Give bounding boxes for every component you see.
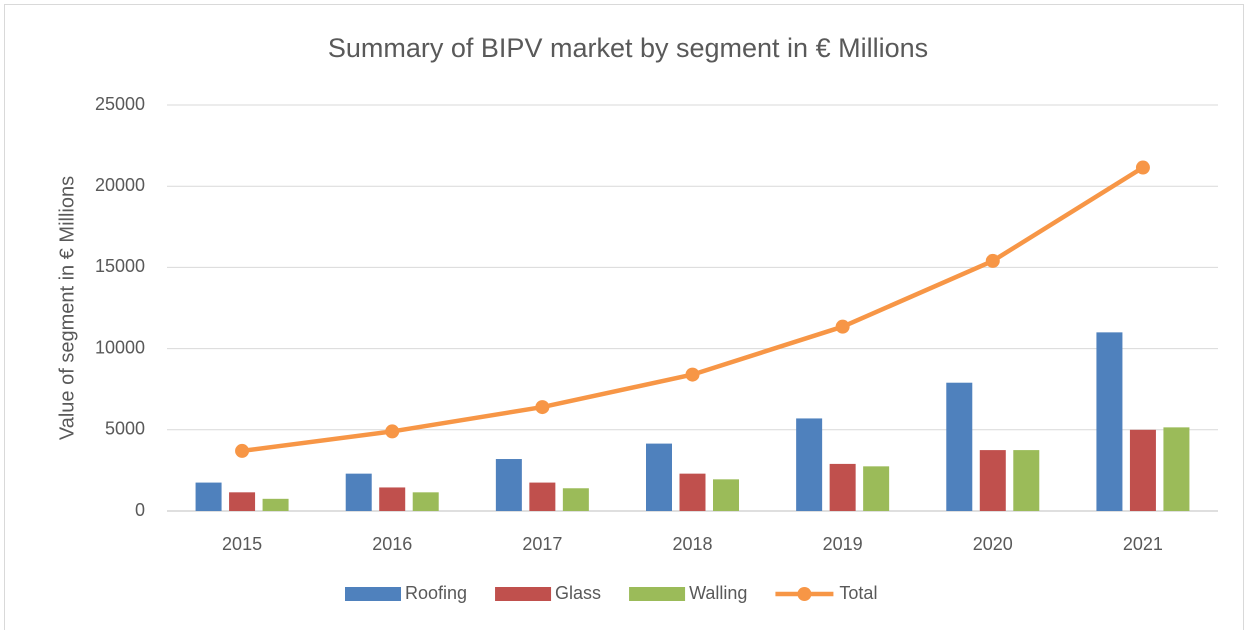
bar	[379, 487, 406, 511]
bar	[863, 466, 890, 511]
chart-border	[4, 4, 1244, 630]
legend-swatch	[345, 587, 401, 601]
x-tick-label: 2016	[372, 534, 412, 554]
bar	[1129, 429, 1156, 511]
y-axis-label: Value of segment in € Millions	[56, 176, 78, 440]
bar	[1096, 332, 1123, 511]
legend-label: Walling	[689, 583, 747, 603]
line-marker	[235, 443, 250, 458]
y-tick-label: 25000	[95, 94, 145, 114]
line-marker	[385, 424, 400, 439]
line-marker	[535, 400, 550, 415]
legend-swatch	[495, 587, 552, 601]
x-tick-label: 2019	[823, 534, 863, 554]
bar	[412, 492, 439, 511]
bar	[829, 463, 856, 511]
x-tick-label: 2017	[522, 534, 562, 554]
bar	[946, 382, 973, 511]
legend-marker	[797, 587, 812, 601]
line-marker	[685, 367, 700, 382]
y-tick-label: 15000	[95, 256, 145, 276]
bar	[1013, 450, 1040, 511]
bar	[979, 450, 1006, 511]
line-marker	[1135, 160, 1150, 175]
x-tick-label: 2018	[672, 534, 712, 554]
bar	[562, 488, 589, 511]
chart-title: Summary of BIPV market by segment in € M…	[328, 33, 928, 63]
bar	[713, 479, 739, 511]
x-tick-label: 2021	[1123, 534, 1163, 554]
bar	[345, 473, 372, 511]
bar	[529, 482, 556, 511]
y-tick-label: 5000	[105, 419, 145, 439]
line-marker	[835, 319, 850, 334]
bar	[1163, 427, 1190, 511]
legend-label: Total	[839, 583, 877, 603]
y-tick-label: 20000	[95, 175, 145, 195]
legend-label: Roofing	[405, 583, 467, 603]
x-tick-label: 2020	[973, 534, 1013, 554]
bar	[195, 482, 222, 511]
line-marker	[985, 253, 1000, 268]
bar	[646, 443, 672, 511]
bar	[679, 473, 706, 511]
x-tick-label: 2015	[222, 534, 262, 554]
bar	[262, 498, 289, 511]
bar	[495, 459, 522, 511]
bar	[229, 492, 256, 511]
legend-swatch	[629, 587, 686, 601]
y-tick-label: 0	[135, 500, 145, 520]
y-tick-label: 10000	[95, 337, 145, 357]
bar	[796, 418, 823, 511]
legend-label: Glass	[555, 583, 601, 603]
